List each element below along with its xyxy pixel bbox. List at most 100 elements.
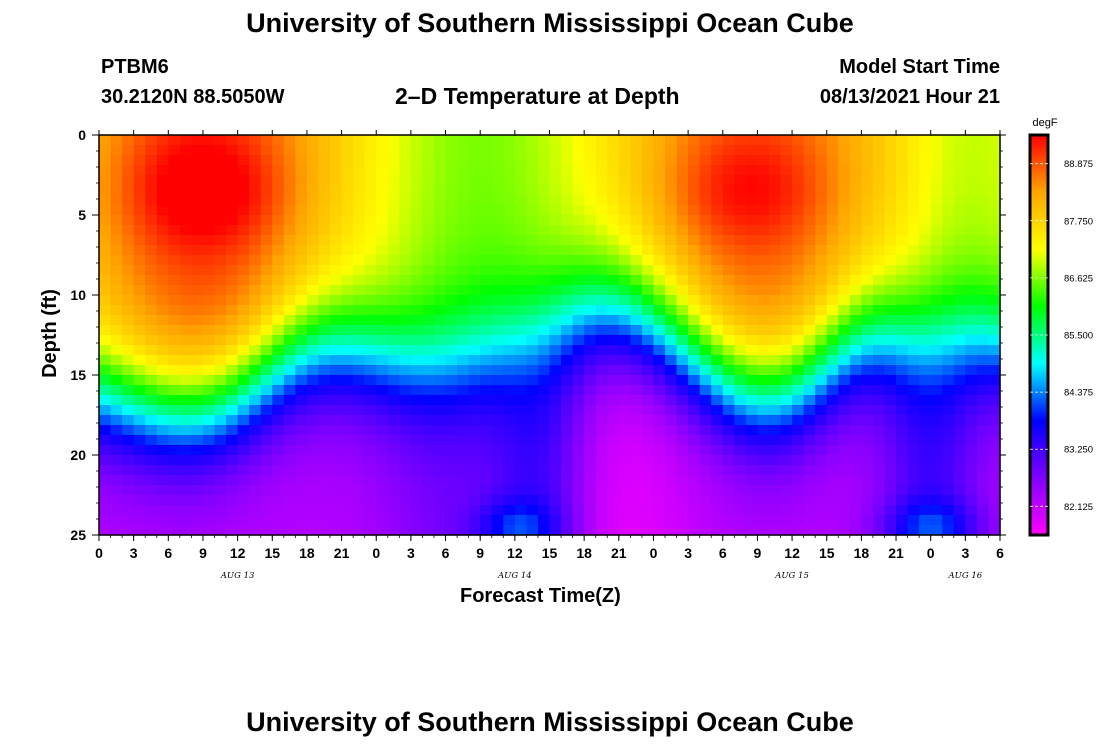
heatmap-cell [676, 325, 689, 336]
heatmap-cell [537, 295, 551, 306]
heatmap-cell [110, 145, 123, 156]
heatmap-cell [156, 145, 169, 156]
heatmap-cell [653, 245, 666, 256]
heatmap-cell [226, 325, 239, 336]
heatmap-cell [942, 425, 955, 436]
heatmap-cell [364, 275, 377, 286]
heatmap-cell [214, 325, 227, 336]
heatmap-cell [133, 435, 146, 446]
heatmap-cell [838, 505, 851, 516]
heatmap-cell [757, 435, 770, 446]
heatmap-cell [445, 175, 458, 186]
heatmap-cell [491, 205, 504, 216]
heatmap-cell [179, 485, 193, 496]
heatmap-cell [341, 155, 354, 166]
heatmap-cell [919, 285, 932, 296]
heatmap-cell [330, 505, 343, 516]
heatmap-cell [838, 345, 851, 356]
heatmap-cell [364, 405, 377, 416]
heatmap-cell [168, 195, 181, 206]
heatmap-cell [249, 415, 262, 426]
heatmap-cell [884, 525, 897, 536]
heatmap-cell [376, 445, 389, 456]
heatmap-cell [815, 225, 828, 236]
heatmap-cell [272, 385, 285, 396]
heatmap-cell [226, 515, 239, 526]
heatmap-cell [526, 185, 539, 196]
heatmap-cell [572, 245, 585, 256]
heatmap-cell [988, 385, 1001, 396]
page-title: University of Southern Mississippi Ocean… [246, 8, 854, 38]
heatmap-cell [514, 295, 527, 306]
heatmap-cell [872, 185, 886, 196]
heatmap-cell [561, 265, 574, 276]
heatmap-cell [849, 135, 862, 146]
heatmap-cell [260, 305, 273, 316]
heatmap-cell [110, 135, 123, 146]
heatmap-cell [156, 365, 169, 376]
heatmap-cell [433, 405, 447, 416]
heatmap-cell [202, 135, 216, 146]
heatmap-cell [757, 175, 770, 186]
heatmap-cell [179, 295, 193, 306]
heatmap-cell [272, 265, 285, 276]
heatmap-cell [99, 275, 112, 286]
heatmap-cell [156, 475, 169, 486]
heatmap-cell [537, 345, 551, 356]
heatmap-cell [618, 245, 631, 256]
heatmap-cell [988, 345, 1001, 356]
heatmap-cell [410, 355, 424, 366]
heatmap-cell [491, 185, 504, 196]
heatmap-cell [595, 415, 608, 426]
heatmap-cell [896, 185, 909, 196]
heatmap-cell [907, 305, 920, 316]
heatmap-cell [445, 245, 458, 256]
heatmap-cell [595, 325, 608, 336]
heatmap-cell [422, 405, 435, 416]
heatmap-cell [884, 435, 897, 446]
heatmap-cell [318, 155, 331, 166]
heatmap-cell [341, 385, 354, 396]
heatmap-cell [780, 215, 793, 226]
heatmap-cell [537, 365, 551, 376]
heatmap-cell [283, 335, 296, 346]
heatmap-cell [722, 235, 735, 246]
heatmap-cell [237, 465, 250, 476]
heatmap-cell [896, 255, 909, 266]
heatmap-cell [260, 205, 273, 216]
heatmap-cell [861, 315, 874, 326]
station-coordinates: 30.2120N 88.5050W [101, 86, 285, 108]
heatmap-cell [768, 415, 782, 426]
heatmap-cell [745, 445, 759, 456]
heatmap-cell [861, 235, 874, 246]
heatmap-cell [480, 315, 493, 326]
heatmap-cell [953, 355, 966, 366]
heatmap-cell [537, 395, 551, 406]
heatmap-cell [953, 395, 966, 406]
heatmap-cell [953, 515, 966, 526]
heatmap-cell [457, 215, 470, 226]
heatmap-cell [191, 165, 204, 176]
heatmap-cell [965, 175, 978, 186]
heatmap-cell [295, 265, 308, 276]
heatmap-cell [942, 265, 955, 276]
heatmap-cell [249, 295, 262, 306]
heatmap-cell [861, 135, 874, 146]
heatmap-cell [399, 425, 412, 436]
heatmap-cell [330, 525, 343, 536]
heatmap-cell [595, 285, 608, 296]
heatmap-cell [260, 435, 273, 446]
heatmap-cell [445, 215, 458, 226]
heatmap-cell [387, 155, 400, 166]
heatmap-cell [480, 325, 493, 336]
heatmap-cell [722, 345, 735, 356]
heatmap-cell [711, 165, 724, 176]
heatmap-cell [734, 145, 747, 156]
heatmap-cell [237, 305, 250, 316]
heatmap-cell [549, 435, 562, 446]
heatmap-cell [249, 275, 262, 286]
heatmap-cell [884, 195, 897, 206]
heatmap-cell [618, 335, 631, 346]
heatmap-cell [410, 515, 424, 526]
heatmap-cell [191, 355, 204, 366]
